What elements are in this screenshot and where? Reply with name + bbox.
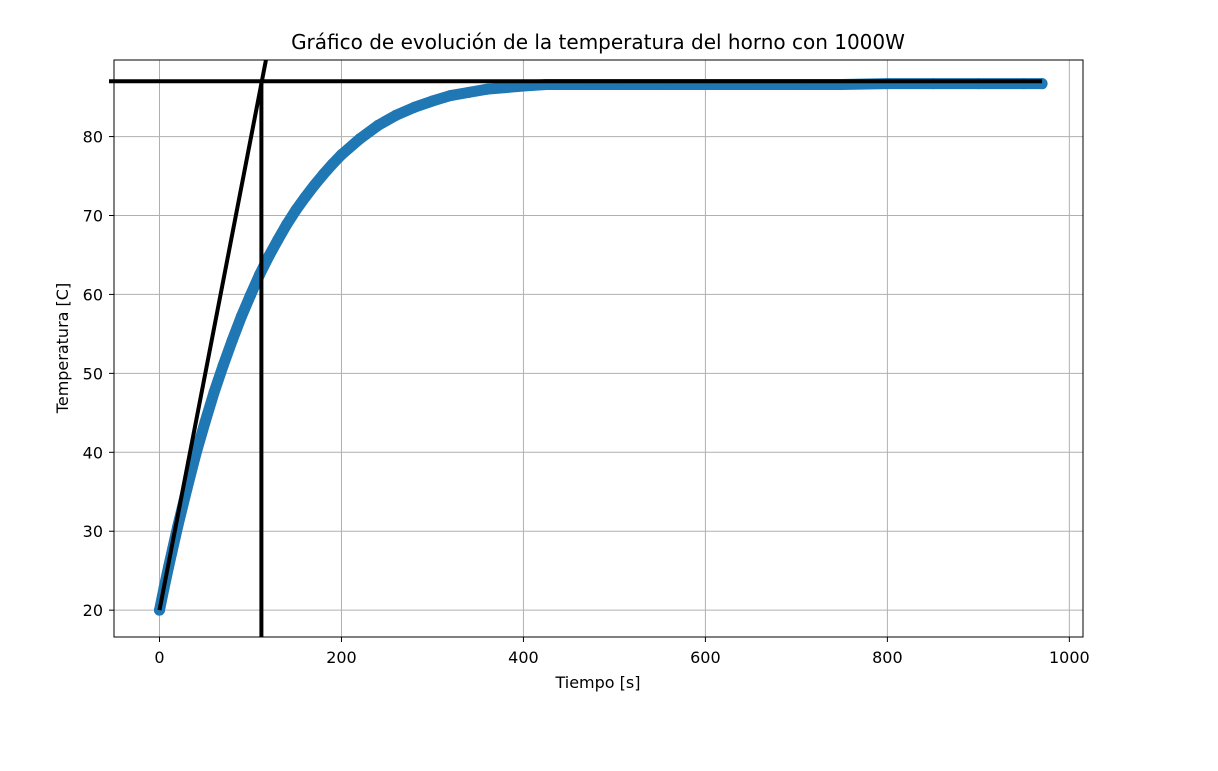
series-point [308, 180, 320, 192]
x-tick-label: 400 [508, 648, 539, 667]
series-point [299, 191, 311, 203]
series-point [208, 386, 220, 398]
series-point [326, 158, 338, 170]
y-tick-label: 70 [83, 206, 103, 225]
y-axis-label: Temperatura [C] [53, 283, 72, 414]
series-point [281, 218, 293, 230]
series-point [263, 251, 275, 263]
x-axis-ticks: 0 200 400 600 800 1000 [154, 637, 1090, 667]
grid-lines [114, 60, 1083, 637]
series-point [217, 359, 229, 371]
chart-title: Gráfico de evolución de la temperatura d… [291, 30, 905, 54]
series-point [481, 83, 493, 95]
series-point [199, 416, 211, 428]
x-axis-label: Tiempo [s] [554, 673, 640, 692]
series-point [190, 448, 202, 460]
series-point [317, 168, 329, 180]
series-point [499, 82, 511, 94]
y-tick-label: 40 [83, 443, 103, 462]
x-tick-label: 200 [326, 648, 357, 667]
series-point [335, 149, 347, 161]
series-point [463, 86, 475, 98]
series-point [244, 289, 256, 301]
series-point [445, 90, 457, 102]
y-tick-label: 50 [83, 364, 103, 383]
plot-frame [113, 59, 1084, 638]
series-point [226, 334, 238, 346]
y-tick-label: 60 [83, 285, 103, 304]
series-band [153, 78, 1048, 616]
x-tick-label: 1000 [1049, 648, 1090, 667]
series-point [372, 120, 384, 132]
y-axis-ticks: 20 30 40 50 60 70 80 [83, 128, 114, 620]
series-point [390, 109, 402, 121]
y-tick-label: 30 [83, 522, 103, 541]
series-point [354, 133, 366, 145]
x-tick-label: 600 [690, 648, 721, 667]
series-point [426, 95, 438, 107]
series-point [408, 101, 420, 113]
series-point [290, 204, 302, 216]
x-tick-label: 0 [154, 648, 164, 667]
series-point [272, 234, 284, 246]
y-tick-label: 20 [83, 601, 103, 620]
tangent-annotations [109, 59, 1043, 637]
x-tick-label: 800 [872, 648, 903, 667]
series-point [235, 311, 247, 323]
tangent-line [157, 59, 268, 611]
y-tick-label: 80 [83, 128, 103, 147]
